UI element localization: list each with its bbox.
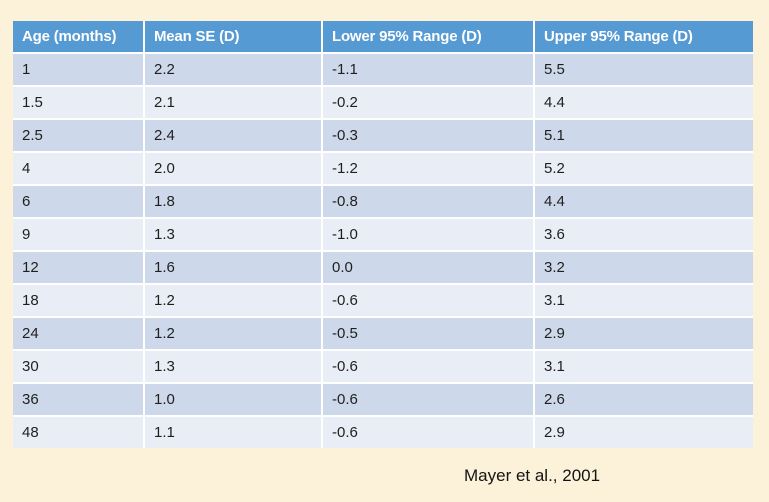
- table-cell: -1.1: [323, 54, 535, 87]
- table-body: 1 2.2 -1.1 5.5 1.5 2.1 -0.2 4.4 2.5 2.4 -0.3 5.1 4 2.…: [13, 54, 753, 448]
- table-cell: 1.0: [145, 384, 323, 417]
- table-row: 6 1.8 -0.8 4.4: [13, 186, 753, 219]
- table-cell: -0.5: [323, 318, 535, 351]
- table-row: 9 1.3 -1.0 3.6: [13, 219, 753, 252]
- table-cell: 1.5: [13, 87, 145, 120]
- table-cell: 4.4: [535, 87, 753, 120]
- table-row: 2.5 2.4 -0.3 5.1: [13, 120, 753, 153]
- table-cell: -0.6: [323, 285, 535, 318]
- table-cell: 2.6: [535, 384, 753, 417]
- table-header-row: Age (months) Mean SE (D) Lower 95% Range…: [13, 21, 753, 54]
- table-cell: 2.9: [535, 417, 753, 448]
- table-cell: 5.5: [535, 54, 753, 87]
- table-cell: 2.1: [145, 87, 323, 120]
- table-cell: 2.5: [13, 120, 145, 153]
- table-cell: 5.2: [535, 153, 753, 186]
- table-cell: 3.6: [535, 219, 753, 252]
- table-cell: 5.1: [535, 120, 753, 153]
- table-cell: 1.1: [145, 417, 323, 448]
- table-cell: 9: [13, 219, 145, 252]
- table-cell: 1: [13, 54, 145, 87]
- table-cell: -0.6: [323, 384, 535, 417]
- table-cell: 2.4: [145, 120, 323, 153]
- table-cell: 6: [13, 186, 145, 219]
- citation: Mayer et al., 2001: [464, 466, 601, 485]
- table-row: 48 1.1 -0.6 2.9: [13, 417, 753, 448]
- table-cell: 30: [13, 351, 145, 384]
- table-cell: 1.3: [145, 351, 323, 384]
- table-row: 24 1.2 -0.5 2.9: [13, 318, 753, 351]
- refraction-data-table: Age (months) Mean SE (D) Lower 95% Range…: [13, 21, 753, 448]
- table-cell: 1.8: [145, 186, 323, 219]
- table-cell: -0.2: [323, 87, 535, 120]
- column-header-age: Age (months): [13, 21, 145, 54]
- table-cell: -0.6: [323, 351, 535, 384]
- column-header-lower: Lower 95% Range (D): [323, 21, 535, 54]
- table-cell: -0.3: [323, 120, 535, 153]
- table-header: Age (months) Mean SE (D) Lower 95% Range…: [13, 21, 753, 54]
- table-cell: 1.2: [145, 318, 323, 351]
- table-cell: 1.6: [145, 252, 323, 285]
- column-header-mean: Mean SE (D): [145, 21, 323, 54]
- table-cell: -1.0: [323, 219, 535, 252]
- table-cell: 3.1: [535, 285, 753, 318]
- table-cell: 12: [13, 252, 145, 285]
- table-row: 18 1.2 -0.6 3.1: [13, 285, 753, 318]
- table-cell: 18: [13, 285, 145, 318]
- table-cell: 3.2: [535, 252, 753, 285]
- table-cell: -0.6: [323, 417, 535, 448]
- table-cell: 2.2: [145, 54, 323, 87]
- table-cell: 2.9: [535, 318, 753, 351]
- table-row: 1 2.2 -1.1 5.5: [13, 54, 753, 87]
- table-row: 4 2.0 -1.2 5.2: [13, 153, 753, 186]
- table-row: 36 1.0 -0.6 2.6: [13, 384, 753, 417]
- table-cell: 24: [13, 318, 145, 351]
- table-row: 12 1.6 0.0 3.2: [13, 252, 753, 285]
- table-cell: 2.0: [145, 153, 323, 186]
- table-cell: 1.2: [145, 285, 323, 318]
- table-cell: -1.2: [323, 153, 535, 186]
- table-cell: -0.8: [323, 186, 535, 219]
- table-cell: 4: [13, 153, 145, 186]
- column-header-upper: Upper 95% Range (D): [535, 21, 753, 54]
- table-cell: 3.1: [535, 351, 753, 384]
- table-row: 30 1.3 -0.6 3.1: [13, 351, 753, 384]
- table-cell: 48: [13, 417, 145, 448]
- table-row: 1.5 2.1 -0.2 4.4: [13, 87, 753, 120]
- table-cell: 0.0: [323, 252, 535, 285]
- table-cell: 36: [13, 384, 145, 417]
- table-cell: 1.3: [145, 219, 323, 252]
- table-cell: 4.4: [535, 186, 753, 219]
